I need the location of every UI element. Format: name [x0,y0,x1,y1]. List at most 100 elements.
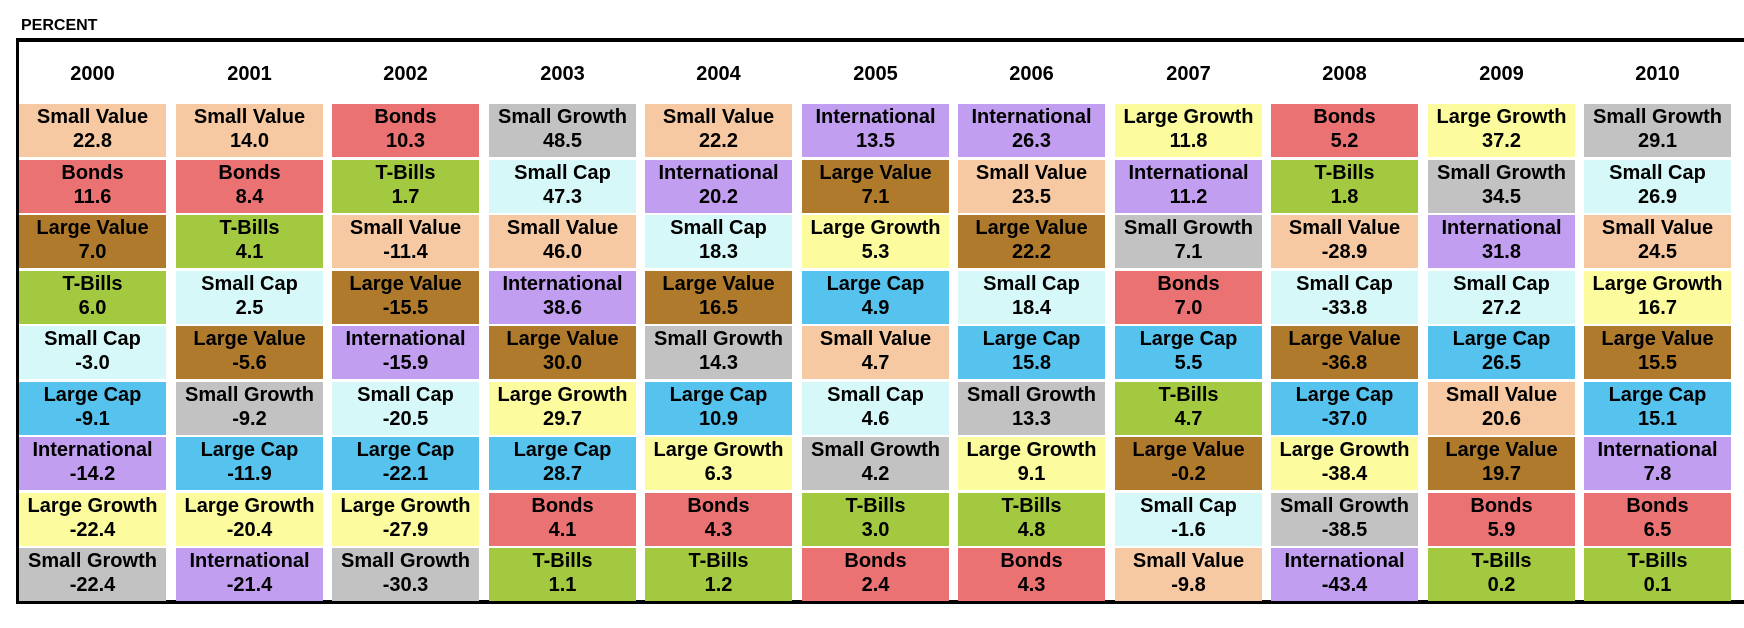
return-value: -5.6 [232,352,267,374]
return-value: -11.4 [383,241,428,263]
asset-class-label: Small Value [1288,217,1401,239]
asset-class-label: Small Cap [1609,162,1706,184]
return-value: 7.0 [78,241,107,263]
return-value: -38.4 [1321,463,1368,485]
return-value: 5.2 [1330,130,1359,152]
asset-class-label: International [815,106,936,128]
asset-class-label: Bonds [374,106,437,128]
asset-class-label: Small Value [506,217,619,239]
asset-class-label: Bonds [1470,495,1533,517]
return-cell: Small Growth 29.1 [1584,104,1731,157]
return-value: 7.1 [1174,241,1203,263]
return-value: -22.4 [69,574,116,596]
return-value: 0.1 [1643,574,1672,596]
return-cell: Small Value 22.2 [645,104,792,157]
asset-class-label: Small Value [36,106,149,128]
asset-class-label: Small Growth [654,328,783,350]
return-value: -28.9 [1321,241,1368,263]
year-header: 2008 [1322,63,1367,85]
return-cell: Large Value 22.2 [958,215,1105,268]
return-cell: Bonds 2.4 [802,548,949,601]
return-value: 11.2 [1169,186,1208,208]
return-cell: Large Cap -22.1 [332,437,479,490]
return-cell: International 20.2 [645,160,792,213]
return-cell: Large Growth -27.9 [332,493,479,546]
return-value: 5.5 [1174,352,1203,374]
return-value: 46.0 [543,241,582,263]
return-value: -30.3 [382,574,429,596]
return-cell: Small Growth -38.5 [1271,493,1418,546]
return-value: -9.2 [232,408,267,430]
asset-class-label: Small Cap [1140,495,1237,517]
return-value: 27.2 [1482,297,1521,319]
return-cell: Small Cap 18.3 [645,215,792,268]
asset-class-label: Small Cap [201,273,298,295]
return-cell: T-Bills 0.1 [1584,548,1731,601]
return-cell: Large Value -36.8 [1271,326,1418,379]
asset-class-label: Bonds [844,550,907,572]
return-value: 5.3 [861,241,890,263]
asset-class-label: Small Value [1132,550,1245,572]
asset-class-label: Small Cap [983,273,1080,295]
asset-class-label: Small Growth [1124,217,1253,239]
asset-class-label: Large Cap [1295,384,1394,406]
return-value: 10.3 [386,130,425,152]
return-value: 10.9 [699,408,738,430]
return-cell: Small Growth -30.3 [332,548,479,601]
asset-class-label: Large Cap [200,439,299,461]
return-value: 16.7 [1638,297,1677,319]
return-value: 4.9 [861,297,890,319]
return-cell: T-Bills 1.2 [645,548,792,601]
asset-class-label: Large Cap [43,384,142,406]
asset-class-label: International [658,162,779,184]
return-value: 6.3 [704,463,733,485]
return-value: 22.2 [699,130,738,152]
return-value: -33.8 [1321,297,1368,319]
return-value: 47.3 [543,186,582,208]
return-value: 29.7 [543,408,582,430]
asset-class-label: Large Value [662,273,775,295]
return-value: 4.1 [548,519,577,541]
asset-class-label: T-Bills [688,550,749,572]
asset-class-label: Small Cap [44,328,141,350]
return-value: 4.3 [704,519,733,541]
return-value: -27.9 [382,519,429,541]
return-value: 13.3 [1012,408,1051,430]
asset-class-label: Bonds [218,162,281,184]
return-value: 37.2 [1482,130,1521,152]
return-cell: Small Value 4.7 [802,326,949,379]
return-cell: Small Value 23.5 [958,160,1105,213]
return-value: 4.2 [861,463,890,485]
asset-class-label: Small Growth [967,384,1096,406]
asset-class-label: Large Cap [1608,384,1707,406]
return-value: 23.5 [1012,186,1051,208]
return-cell: Small Growth -9.2 [176,382,323,435]
year-header: 2001 [227,63,272,85]
return-cell: Large Growth -22.4 [19,493,166,546]
return-cell: Large Growth -38.4 [1271,437,1418,490]
asset-class-label: Small Growth [28,550,157,572]
return-value: 4.3 [1017,574,1046,596]
return-cell: Bonds 4.3 [645,493,792,546]
asset-class-label: Large Value [506,328,619,350]
return-value: -20.5 [382,408,429,430]
asset-class-label: T-Bills [845,495,906,517]
return-cell: Small Cap -1.6 [1115,493,1262,546]
return-value: 11.6 [73,186,112,208]
return-value: 7.1 [861,186,890,208]
asset-class-label: Small Cap [514,162,611,184]
asset-class-label: T-Bills [219,217,280,239]
return-cell: Small Growth 34.5 [1428,160,1575,213]
asset-class-label: International [502,273,623,295]
return-cell: Small Value 24.5 [1584,215,1731,268]
return-cell: Large Growth 11.8 [1115,104,1262,157]
return-cell: Small Value -9.8 [1115,548,1262,601]
return-cell: Small Cap 2.5 [176,271,323,324]
year-header: 2010 [1635,63,1680,85]
asset-class-label: International [1128,162,1249,184]
return-value: -22.1 [382,463,429,485]
asset-class-label: Large Value [819,162,932,184]
return-cell: Small Value -28.9 [1271,215,1418,268]
asset-class-label: Bonds [687,495,750,517]
return-value: 5.9 [1487,519,1516,541]
